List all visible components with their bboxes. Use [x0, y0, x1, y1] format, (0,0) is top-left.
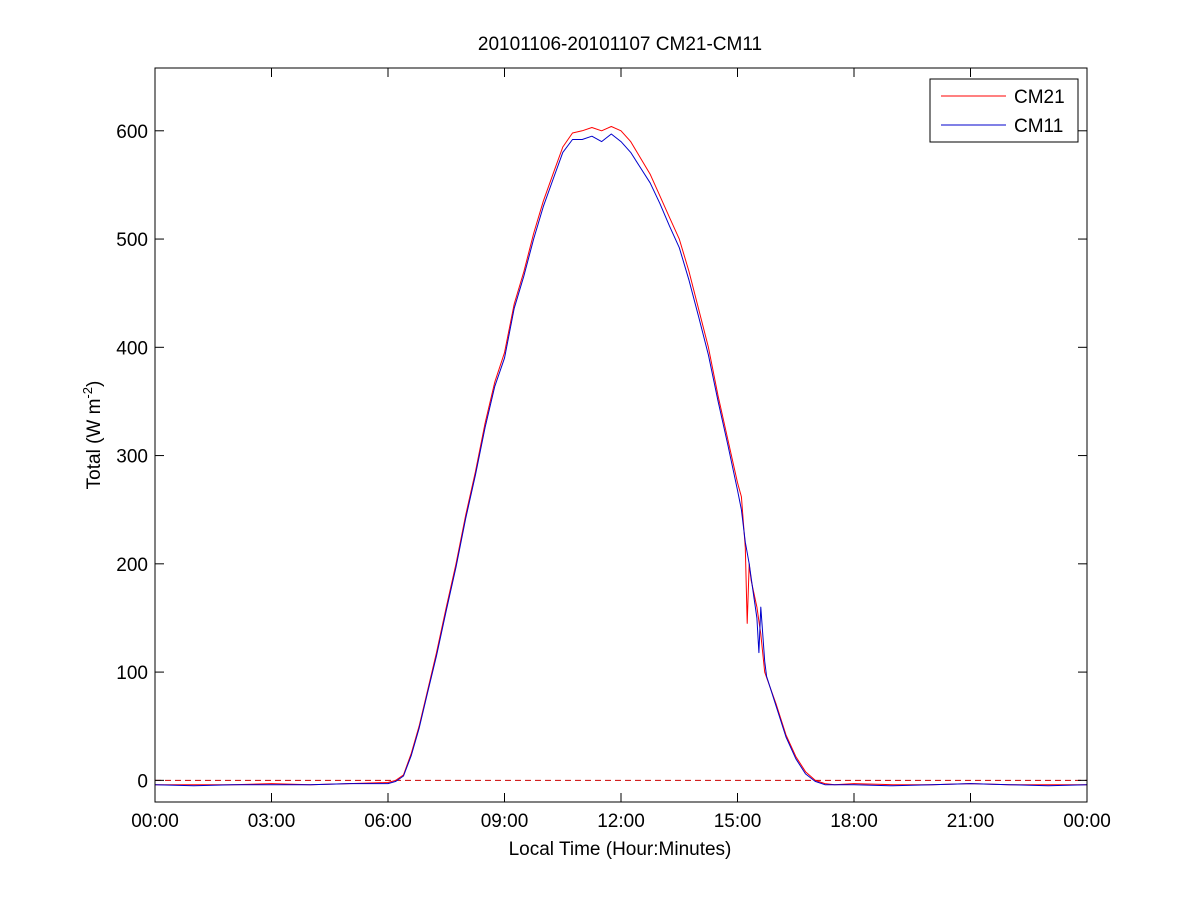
- y-axis-label: Total (W m-2): [80, 381, 105, 490]
- series-line-cm11: [154, 133, 1088, 787]
- plot-area: [154, 126, 1088, 787]
- x-tick-label: 03:00: [248, 811, 296, 832]
- legend-label-cm11: CM11: [1014, 116, 1063, 137]
- y-tick-label: 0: [137, 771, 148, 792]
- legend-label-cm21: CM21: [1014, 87, 1065, 108]
- x-tick-label: 06:00: [364, 811, 412, 832]
- x-tick-label: 00:00: [1063, 811, 1111, 832]
- x-axis: 00:00 03:00 06:00 09:00 12:00 15:00 18:00 21:00…: [131, 68, 1111, 832]
- y-axis-label-close: ): [84, 381, 105, 387]
- x-tick-label: 18:00: [830, 811, 878, 832]
- y-axis: 0 100 200 300 400 500 600: [116, 122, 1087, 792]
- legend-box: [929, 78, 1079, 143]
- x-tick-label: 21:00: [947, 811, 995, 832]
- series-line-cm21: [155, 126, 1087, 786]
- x-tick-label: 15:00: [714, 811, 762, 832]
- y-tick-label: 500: [116, 230, 148, 251]
- legend: CM21 CM11: [929, 78, 1079, 143]
- y-tick-label: 300: [116, 447, 148, 468]
- y-tick-label: 600: [116, 122, 148, 143]
- x-tick-label: 12:00: [597, 811, 645, 832]
- y-axis-label-exponent: -2: [80, 387, 95, 399]
- x-tick-label: 00:00: [131, 811, 179, 832]
- y-tick-label: 100: [116, 663, 148, 684]
- x-axis-label: Local Time (Hour:Minutes): [509, 839, 732, 860]
- y-tick-label: 400: [116, 338, 148, 359]
- x-tick-label: 09:00: [481, 811, 529, 832]
- y-tick-label: 200: [116, 555, 148, 576]
- chart-title: 20101106-20101107 CM21-CM11: [478, 34, 762, 55]
- y-axis-label-base: Total (W m: [84, 399, 105, 490]
